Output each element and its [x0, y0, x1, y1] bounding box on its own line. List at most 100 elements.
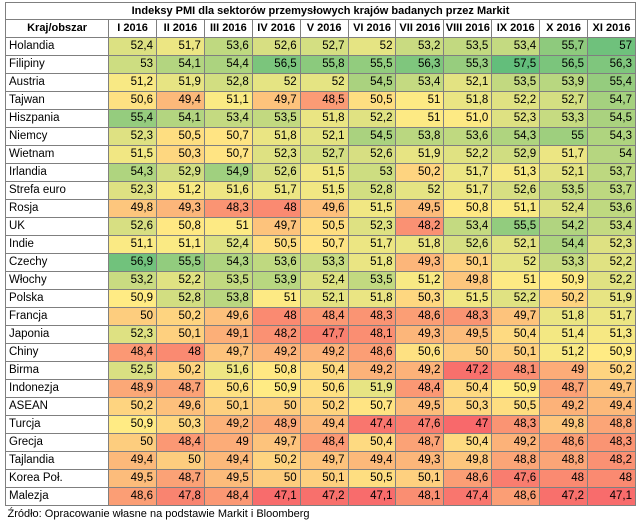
pmi-value-cell: 47: [444, 416, 492, 434]
pmi-value-cell: 53,7: [588, 182, 636, 200]
pmi-value-cell: 52,7: [300, 146, 348, 164]
pmi-value-cell: 50: [252, 470, 300, 488]
pmi-value-cell: 48,6: [348, 344, 396, 362]
pmi-value-cell: 51,7: [157, 38, 205, 56]
pmi-value-cell: 51,1: [204, 92, 252, 110]
pmi-value-cell: 47,1: [252, 488, 300, 506]
pmi-value-cell: 52,3: [492, 110, 540, 128]
pmi-value-cell: 51,8: [300, 110, 348, 128]
pmi-value-cell: 47,2: [444, 362, 492, 380]
pmi-value-cell: 48,8: [492, 452, 540, 470]
pmi-value-cell: 50,6: [300, 380, 348, 398]
pmi-value-cell: 52,8: [157, 290, 205, 308]
pmi-value-cell: 51,5: [348, 200, 396, 218]
pmi-value-cell: 49,2: [492, 434, 540, 452]
pmi-value-cell: 52,1: [444, 74, 492, 92]
pmi-value-cell: 49: [540, 362, 588, 380]
pmi-value-cell: 55,4: [588, 74, 636, 92]
pmi-value-cell: 52,3: [109, 128, 157, 146]
pmi-value-cell: 51: [252, 290, 300, 308]
pmi-value-cell: 50,5: [300, 218, 348, 236]
pmi-value-cell: 53,2: [109, 272, 157, 290]
pmi-value-cell: 52: [252, 74, 300, 92]
pmi-value-cell: 51,5: [109, 146, 157, 164]
column-header-month: VIII 2016: [444, 20, 492, 38]
pmi-value-cell: 49,2: [348, 362, 396, 380]
country-cell: Chiny: [6, 344, 109, 362]
pmi-value-cell: 50,4: [444, 380, 492, 398]
pmi-value-cell: 49,7: [252, 218, 300, 236]
pmi-value-cell: 54,4: [204, 56, 252, 74]
pmi-value-cell: 52,3: [109, 326, 157, 344]
column-header-month: IX 2016: [492, 20, 540, 38]
pmi-value-cell: 50,2: [109, 398, 157, 416]
pmi-value-cell: 48,2: [252, 326, 300, 344]
pmi-value-cell: 49,7: [252, 92, 300, 110]
pmi-value-cell: 51,9: [588, 290, 636, 308]
pmi-value-cell: 50,5: [492, 398, 540, 416]
pmi-value-cell: 48,7: [540, 380, 588, 398]
country-cell: Grecja: [6, 434, 109, 452]
pmi-value-cell: 49,4: [204, 452, 252, 470]
pmi-value-cell: 47,6: [396, 416, 444, 434]
pmi-value-cell: 51,1: [109, 236, 157, 254]
pmi-value-cell: 49,8: [109, 200, 157, 218]
pmi-value-cell: 48: [157, 344, 205, 362]
pmi-value-cell: 55,5: [348, 56, 396, 74]
country-cell: Holandia: [6, 38, 109, 56]
pmi-value-cell: 52,3: [109, 182, 157, 200]
pmi-value-cell: 49,7: [252, 434, 300, 452]
pmi-value-cell: 50,6: [204, 380, 252, 398]
pmi-value-cell: 48,7: [157, 380, 205, 398]
pmi-value-cell: 53,3: [540, 254, 588, 272]
pmi-value-cell: 53,4: [396, 74, 444, 92]
pmi-value-cell: 50,6: [396, 344, 444, 362]
pmi-value-cell: 48,9: [109, 380, 157, 398]
pmi-value-cell: 48,9: [252, 416, 300, 434]
pmi-value-cell: 48: [252, 200, 300, 218]
pmi-value-cell: 51,7: [348, 236, 396, 254]
pmi-value-cell: 51,2: [157, 182, 205, 200]
pmi-value-cell: 53,5: [540, 182, 588, 200]
pmi-value-cell: 50,4: [300, 362, 348, 380]
pmi-value-cell: 52,6: [348, 146, 396, 164]
pmi-value-cell: 49,2: [540, 398, 588, 416]
pmi-value-cell: 48,6: [492, 488, 540, 506]
pmi-value-cell: 52,4: [109, 38, 157, 56]
pmi-value-cell: 50,9: [588, 344, 636, 362]
pmi-value-cell: 56,3: [588, 56, 636, 74]
pmi-value-cell: 50: [252, 398, 300, 416]
country-cell: Austria: [6, 74, 109, 92]
pmi-value-cell: 47,6: [492, 470, 540, 488]
pmi-value-cell: 48: [588, 470, 636, 488]
pmi-value-cell: 52: [300, 74, 348, 92]
pmi-value-cell: 51,6: [204, 182, 252, 200]
pmi-value-cell: 48,4: [157, 434, 205, 452]
pmi-value-cell: 48,6: [540, 434, 588, 452]
pmi-value-cell: 49,5: [109, 470, 157, 488]
pmi-value-cell: 57: [588, 38, 636, 56]
pmi-value-cell: 47,2: [300, 488, 348, 506]
pmi-value-cell: 53,6: [444, 128, 492, 146]
pmi-value-cell: 51,5: [300, 182, 348, 200]
pmi-value-cell: 47,1: [588, 488, 636, 506]
pmi-value-cell: 54,2: [540, 218, 588, 236]
pmi-value-cell: 51,8: [444, 92, 492, 110]
pmi-value-cell: 49,3: [157, 200, 205, 218]
pmi-value-cell: 49,6: [300, 200, 348, 218]
pmi-value-cell: 50,7: [204, 146, 252, 164]
pmi-value-cell: 47,4: [444, 488, 492, 506]
pmi-value-cell: 54,3: [588, 128, 636, 146]
pmi-value-cell: 50,9: [252, 380, 300, 398]
